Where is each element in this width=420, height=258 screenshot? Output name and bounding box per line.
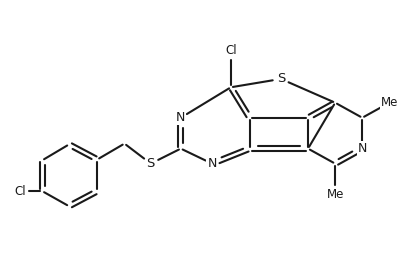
Text: Me: Me xyxy=(381,96,398,109)
Text: S: S xyxy=(277,72,285,85)
Text: Cl: Cl xyxy=(225,44,237,58)
Text: N: N xyxy=(357,142,367,155)
Text: S: S xyxy=(147,157,155,170)
Text: N: N xyxy=(207,157,217,170)
Text: Cl: Cl xyxy=(14,185,26,198)
Text: Me: Me xyxy=(326,188,344,201)
Text: N: N xyxy=(176,111,186,124)
